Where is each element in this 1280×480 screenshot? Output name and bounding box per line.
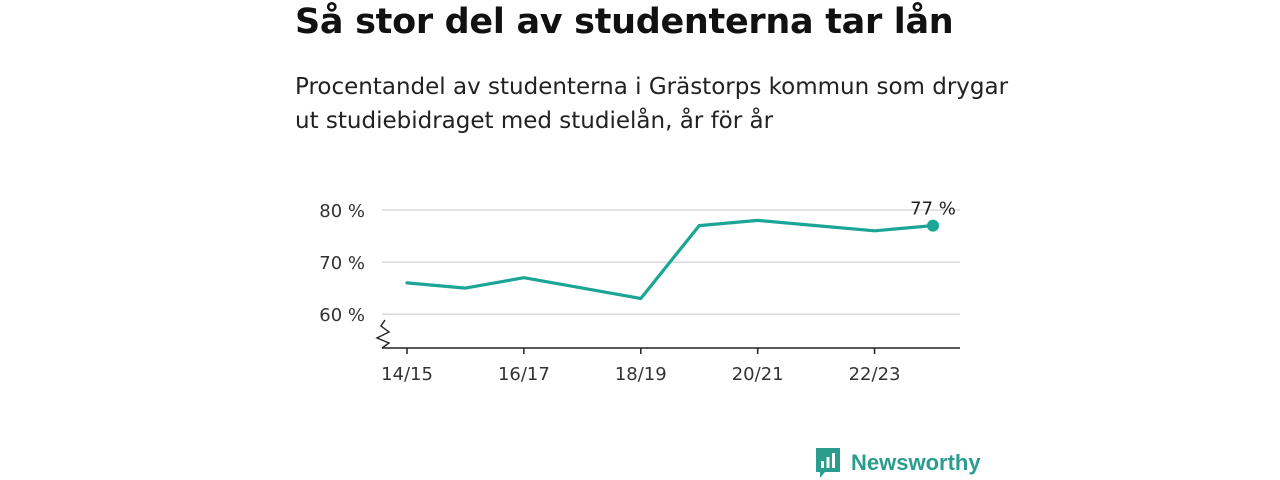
last-value-label: 77 % <box>910 199 956 220</box>
x-axis: 14/15 16/17 18/19 20/21 22/23 <box>375 319 960 385</box>
x-tick-label: 14/15 <box>381 364 433 385</box>
x-tick-label: 20/21 <box>732 364 784 385</box>
series-line <box>405 218 935 301</box>
y-tick-label: 70 % <box>319 253 365 274</box>
series: 77 % <box>405 199 956 301</box>
x-tick-label: 16/17 <box>498 364 550 385</box>
y-tick-label: 60 % <box>319 305 365 326</box>
last-data-point <box>927 219 939 232</box>
x-tick-label: 18/19 <box>615 364 667 385</box>
y-axis-ticks: 60 % 70 % 80 % <box>319 201 365 326</box>
y-tick-label: 80 % <box>319 201 365 222</box>
brand: Newsworthy <box>814 446 981 480</box>
chart-subtitle: Procentandel av studenterna i Grästorps … <box>295 74 1009 134</box>
axis-break-icon <box>375 319 391 349</box>
brand-name: Newsworthy <box>851 450 981 475</box>
newsworthy-logo-icon <box>816 448 840 478</box>
x-tick-label: 22/23 <box>849 364 901 385</box>
chart-title: Så stor del av studenterna tar lån <box>295 2 954 42</box>
